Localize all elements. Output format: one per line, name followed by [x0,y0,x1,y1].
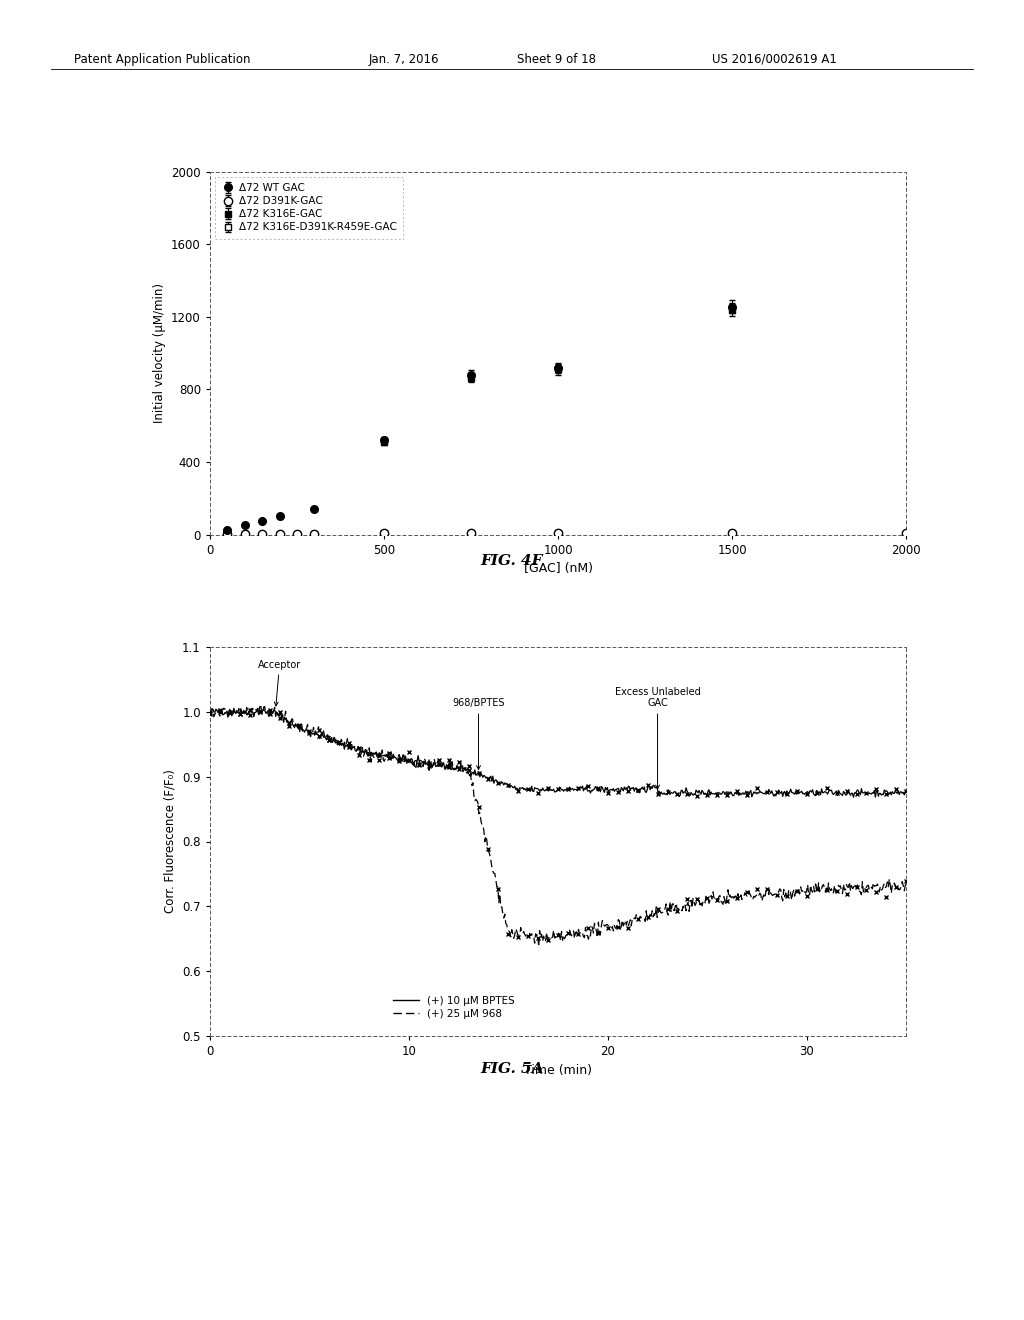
X-axis label: [GAC] (nM): [GAC] (nM) [523,562,593,576]
Text: Jan. 7, 2016: Jan. 7, 2016 [369,53,439,66]
Y-axis label: Initial velocity (μM/min): Initial velocity (μM/min) [153,282,166,424]
Text: 968/BPTES: 968/BPTES [453,698,505,770]
Text: FIG. 4F: FIG. 4F [480,554,544,568]
Y-axis label: Corr. Fluorescence (F/F₀): Corr. Fluorescence (F/F₀) [164,770,176,913]
Text: Sheet 9 of 18: Sheet 9 of 18 [517,53,596,66]
Text: US 2016/0002619 A1: US 2016/0002619 A1 [712,53,837,66]
Text: Excess Unlabeled
GAC: Excess Unlabeled GAC [614,686,700,789]
Legend: Δ72 WT GAC, Δ72 D391K-GAC, Δ72 K316E-GAC, Δ72 K316E-D391K-R459E-GAC: Δ72 WT GAC, Δ72 D391K-GAC, Δ72 K316E-GAC… [215,177,403,239]
Legend: (+) 10 μM BPTES, (+) 25 μM 968: (+) 10 μM BPTES, (+) 25 μM 968 [388,991,519,1023]
X-axis label: Time (min): Time (min) [524,1064,592,1077]
Text: FIG. 5A: FIG. 5A [480,1063,544,1076]
Text: Patent Application Publication: Patent Application Publication [74,53,250,66]
Text: Acceptor: Acceptor [258,660,301,706]
